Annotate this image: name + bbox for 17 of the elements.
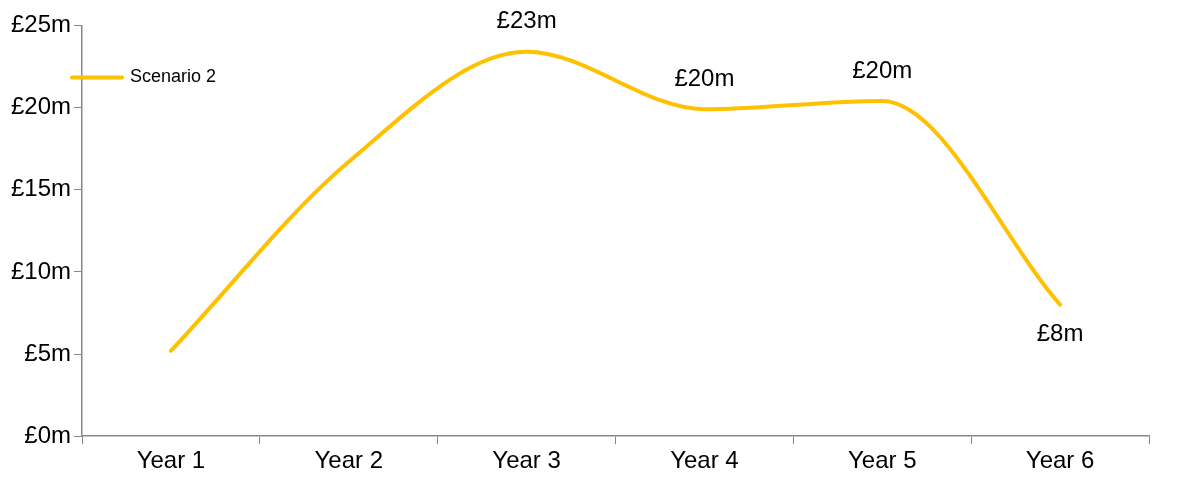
- y-tick-label: £5m: [24, 338, 72, 366]
- data-label: £8m: [1036, 319, 1084, 347]
- y-tick-label: £0m: [24, 420, 72, 448]
- x-tick-label: Year 6: [1025, 446, 1095, 474]
- data-label: £20m: [674, 63, 735, 91]
- legend-label: Scenario 2: [130, 66, 217, 87]
- data-label: £20m: [852, 55, 913, 83]
- y-tick-label: £15m: [10, 174, 72, 202]
- x-tick-label: Year 2: [314, 446, 384, 474]
- y-tick-label: £10m: [10, 256, 72, 284]
- data-label: £23m: [496, 6, 557, 34]
- x-tick-label: Year 3: [492, 446, 561, 474]
- y-tick-label: £25m: [10, 10, 72, 38]
- x-tick-label: Year 1: [136, 446, 206, 474]
- x-tick-label: Year 4: [670, 446, 739, 474]
- y-tick-label: £20m: [10, 92, 72, 120]
- x-tick-label: Year 5: [848, 446, 917, 474]
